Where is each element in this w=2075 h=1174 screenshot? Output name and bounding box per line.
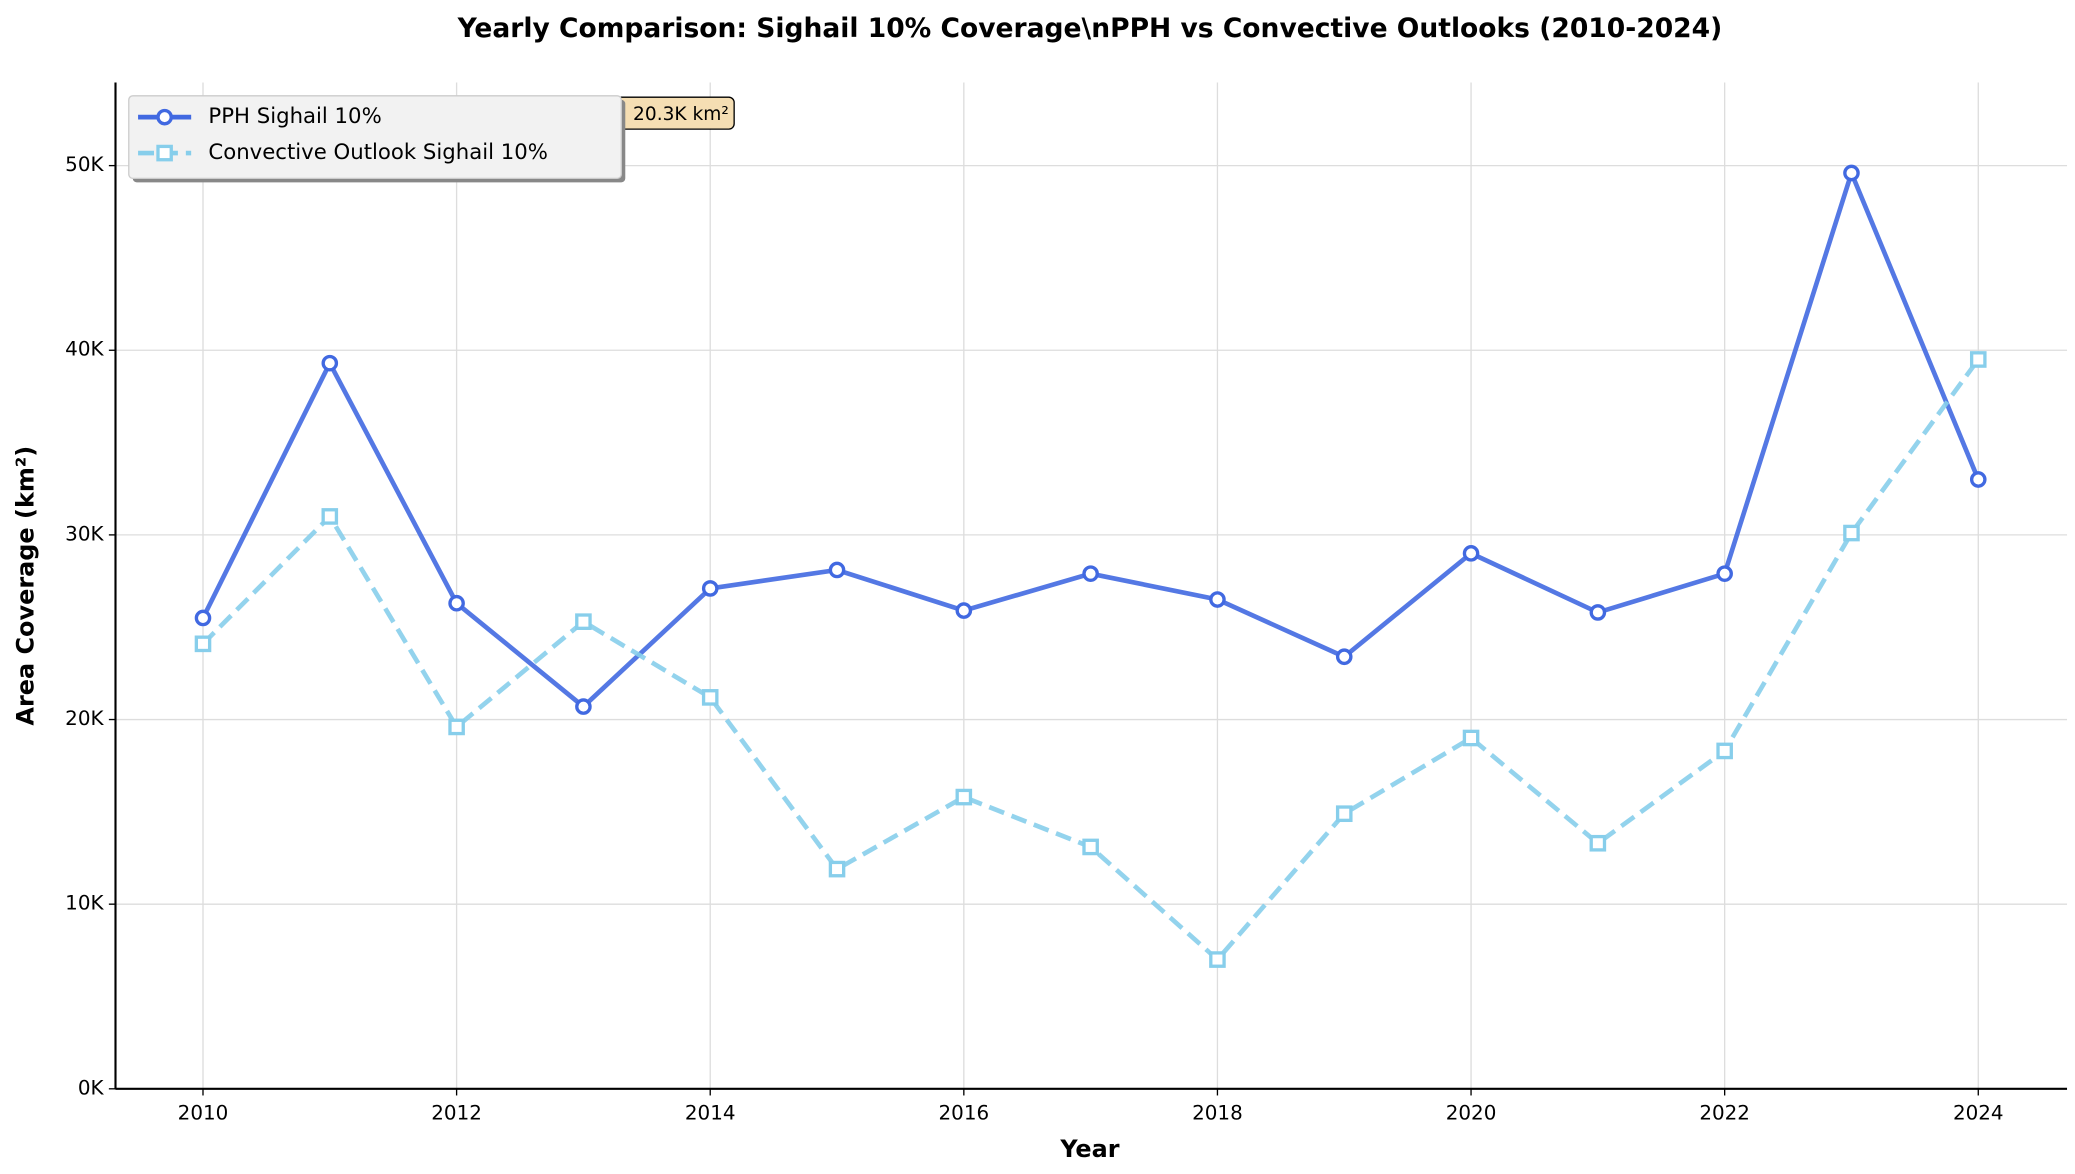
marker bbox=[955, 602, 973, 619]
marker bbox=[701, 580, 719, 597]
marker bbox=[701, 689, 719, 706]
x-tick-label: 2022 bbox=[1699, 1102, 1750, 1125]
marker bbox=[575, 613, 592, 630]
chart-title: Yearly Comparison: Sighail 10% Coverage\… bbox=[457, 13, 1723, 44]
series-line bbox=[201, 358, 1981, 963]
marker bbox=[1589, 604, 1607, 621]
marker bbox=[1335, 805, 1353, 823]
marker bbox=[1843, 524, 1860, 542]
x-tick-label: 2020 bbox=[1446, 1102, 1497, 1125]
marker bbox=[448, 594, 465, 612]
marker bbox=[1462, 545, 1480, 562]
marker bbox=[955, 788, 973, 806]
marker bbox=[828, 860, 846, 878]
marker bbox=[321, 508, 339, 525]
marker bbox=[1969, 351, 1987, 368]
y-tick-label: 10K bbox=[65, 892, 104, 915]
marker bbox=[448, 718, 465, 736]
series-line bbox=[200, 166, 1981, 710]
marker bbox=[1969, 471, 1987, 488]
marker bbox=[1209, 951, 1226, 968]
marker bbox=[1716, 742, 1733, 760]
marker bbox=[1843, 164, 1860, 182]
marker bbox=[1082, 838, 1099, 856]
legend: PPH Sighail 10% Convective Outlook Sighai… bbox=[128, 95, 626, 183]
marker bbox=[1716, 565, 1733, 582]
legend-marker bbox=[156, 108, 173, 126]
marker bbox=[194, 635, 212, 653]
legend-label: PPH Sighail 10% bbox=[208, 104, 381, 129]
x-axis-label: Year bbox=[1059, 1135, 1119, 1163]
y-tick-label: 40K bbox=[65, 338, 104, 361]
marker bbox=[828, 561, 846, 579]
y-axis-label: Area Coverage (km²) bbox=[12, 446, 40, 726]
y-tick-label: 50K bbox=[65, 153, 104, 176]
x-tick-label: 2024 bbox=[1953, 1102, 2004, 1125]
x-tick-label: 2014 bbox=[685, 1102, 736, 1125]
marker bbox=[1462, 729, 1480, 747]
y-tick-label: 30K bbox=[65, 522, 104, 545]
marker bbox=[1589, 834, 1607, 852]
x-tick-label: 2016 bbox=[939, 1102, 990, 1125]
marker bbox=[194, 609, 212, 627]
x-tick-label: 2012 bbox=[431, 1102, 482, 1125]
x-tick-label: 2018 bbox=[1192, 1102, 1243, 1125]
y-tick-label: 0K bbox=[78, 1076, 105, 1099]
marker bbox=[1335, 648, 1353, 666]
marker bbox=[575, 698, 592, 715]
marker bbox=[1209, 591, 1226, 608]
legend-label: Convective Outlook Sighail 10% bbox=[208, 140, 548, 165]
x-tick-label: 2010 bbox=[178, 1102, 229, 1125]
y-tick-label: 20K bbox=[65, 707, 104, 730]
legend-box bbox=[128, 95, 622, 180]
marker bbox=[321, 354, 339, 372]
legend-marker bbox=[156, 144, 173, 162]
marker bbox=[1082, 565, 1099, 582]
